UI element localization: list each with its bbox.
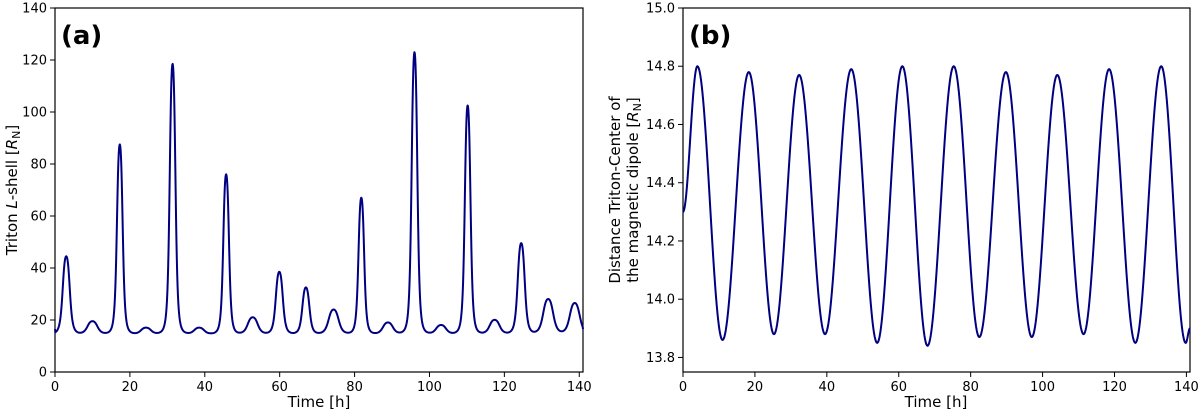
panel-a-x-axis-label: Time [h]	[287, 393, 351, 411]
panel-a-y-tick-label: 100	[22, 106, 47, 121]
panel-a-x-tick-label: 140	[567, 380, 592, 395]
panel-b-x-tick-label: 140	[1174, 380, 1199, 395]
panel-a-ylabel-part6: ]	[3, 125, 21, 131]
panel-a-x-tick-label: 60	[271, 380, 288, 395]
panel-b-y-tick-label: 14.8	[646, 60, 675, 75]
panel-a-y-tick-label: 60	[30, 210, 47, 225]
panel-b-y-tick-label: 14.4	[646, 176, 675, 191]
panel-b-ylabel-part1: the magnetic dipole [	[624, 122, 642, 283]
panel-a-ylabel-part3: -shell [	[3, 149, 21, 200]
panel-b-x-tick-label: 120	[1102, 380, 1127, 395]
panel-a-y-tick-label: 20	[30, 314, 47, 329]
panel-b-x-tick-label: 60	[890, 380, 907, 395]
panel-a-x-tick-label: 0	[51, 380, 59, 395]
panel-a-series-line	[54, 51, 584, 335]
panel-b-y-axis-label-line1: Distance Triton-Center of	[606, 96, 624, 284]
panel-a-y-tick-label: 120	[22, 54, 47, 69]
panel-b-x-tick-label: 100	[1030, 380, 1055, 395]
panel-a-ylabel-part5: N	[10, 131, 23, 139]
panel-b-y-tick-label: 14.2	[646, 234, 675, 249]
panel-a-x-tick-label: 40	[197, 380, 214, 395]
panel-b-series-line	[682, 65, 1191, 347]
panel-b-x-tick-label: 40	[819, 380, 836, 395]
panel-a-y-tick-label: 40	[30, 262, 47, 277]
panel-a-ylabel-part2: L	[3, 200, 21, 208]
panel-b: 0 20 40 60 80 100 120 140 13.8 14.0 14.2 14.4 14.6 14…	[606, 2, 1199, 412]
panel-b-ylabel-part2: R	[624, 111, 642, 121]
panel-a-x-tick-label: 100	[417, 380, 442, 395]
panel-b-x-tick-label: 20	[747, 380, 764, 395]
panel-b-y-tick-label: 14.0	[646, 293, 675, 308]
panel-a: 0 20 40 60 80 100 120 140 0 20 40 60 80 100 120 140 (a)…	[3, 2, 592, 412]
panel-b-y-tick-label: 13.8	[646, 351, 675, 366]
panel-b-label: (b)	[689, 21, 731, 51]
panel-b-ylabel-part3: N	[631, 103, 644, 111]
panel-b-x-tick-label: 80	[962, 380, 979, 395]
panel-a-y-tick-label: 140	[22, 2, 47, 17]
panel-a-tick-labels: 0 20 40 60 80 100 120 140 0 20 40 60 80 100 120 140	[22, 2, 591, 396]
panel-a-ylabel-part1: Triton	[3, 209, 21, 257]
panel-b-tick-labels: 0 20 40 60 80 100 120 140 13.8 14.0 14.2 14.4 14.6 14…	[646, 2, 1199, 396]
panel-a-x-tick-label: 120	[492, 380, 517, 395]
panel-b-ylabel-part4: ]	[624, 97, 642, 103]
panel-b-x-axis-label: Time [h]	[904, 393, 968, 411]
panel-a-label: (a)	[61, 21, 102, 51]
panel-a-y-axis-label: Triton L-shell [RN]	[3, 125, 23, 256]
panel-b-y-tick-label: 14.6	[646, 118, 675, 133]
panel-b-frame	[682, 7, 1191, 373]
panel-b-y-axis-label-line2: the magnetic dipole [RN]	[624, 97, 644, 282]
panel-a-y-tick-label: 80	[30, 158, 47, 173]
panel-a-y-tick-label: 0	[39, 366, 47, 381]
panel-a-frame	[54, 7, 584, 373]
panel-b-ticks	[678, 7, 1187, 377]
panel-a-ticks	[50, 7, 580, 377]
panel-b-x-tick-label: 0	[679, 380, 687, 395]
panel-b-y-tick-label: 15.0	[646, 2, 675, 17]
panel-a-x-tick-label: 80	[346, 380, 363, 395]
panel-a-ylabel-part4: R	[3, 139, 21, 149]
panel-a-x-tick-label: 20	[122, 380, 139, 395]
